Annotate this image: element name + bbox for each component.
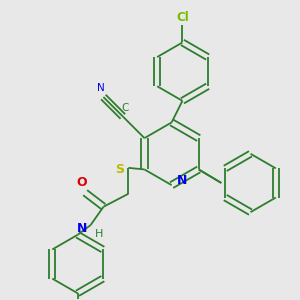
Text: N: N [177,174,188,187]
Text: H: H [95,229,103,239]
Text: N: N [98,83,105,93]
Text: S: S [115,164,124,176]
Text: O: O [76,176,87,190]
Text: N: N [77,222,87,235]
Text: C: C [121,103,129,113]
Text: Cl: Cl [176,11,189,24]
